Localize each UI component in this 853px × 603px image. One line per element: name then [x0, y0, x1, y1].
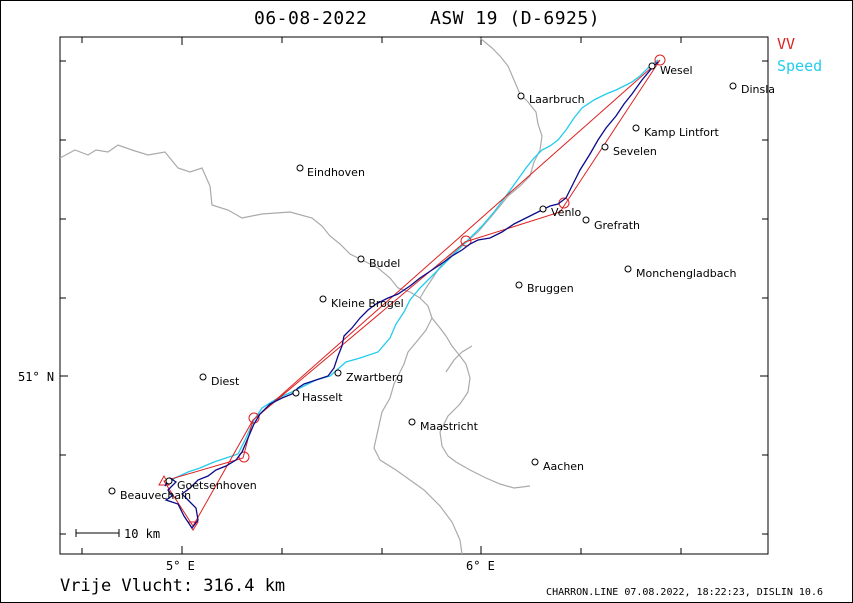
lon-tick-6e: 6° E: [466, 559, 495, 573]
credit-line: CHARRON.LINE 07.08.2022, 18:22:23, DISLI…: [546, 587, 823, 598]
place-label: Venlo: [551, 206, 581, 219]
place-label: Laarbruch: [529, 93, 585, 106]
place-label: Grefrath: [594, 219, 640, 232]
map-frame: [59, 36, 769, 555]
place-label: Hasselt: [302, 391, 343, 404]
place-label: Eindhoven: [307, 166, 365, 179]
place-label: Zwartberg: [346, 371, 403, 384]
place-label: Monchengladbach: [636, 267, 736, 280]
place-label: Kamp Lintfort: [644, 126, 720, 139]
glider-title: ASW 19 (D-6925): [430, 8, 601, 29]
place-label: Aachen: [543, 460, 584, 473]
place-label: Diest: [211, 375, 240, 388]
flight-date: 06-08-2022: [254, 8, 368, 29]
place-label: Maastricht: [420, 420, 479, 433]
turnpoint-marker: [460, 235, 472, 247]
legend-vv: VV: [777, 35, 796, 53]
scale-bar-label: 10 km: [124, 527, 160, 541]
legend-speed: Speed: [777, 57, 823, 75]
flight-track: [164, 61, 659, 530]
place-label: Bruggen: [527, 282, 574, 295]
lon-tick-5e: 5° E: [166, 559, 195, 573]
place-label: Beauvechain: [120, 489, 191, 502]
place-label: Kleine Brogel: [331, 297, 404, 310]
place-label: Budel: [369, 257, 400, 270]
free-flight-distance: Vrije Vlucht: 316.4 km: [60, 576, 286, 596]
place-label: Wesel: [660, 64, 693, 77]
place-label: Sevelen: [613, 145, 657, 158]
place-markers: [108, 62, 737, 495]
place-label: Goetsenhoven: [177, 479, 257, 492]
scale-bar: [75, 529, 120, 537]
country-borders: [59, 37, 543, 555]
lat-tick-51n: 51° N: [18, 370, 54, 384]
turnpoint-marker: [654, 54, 666, 66]
vv-route: [163, 59, 661, 527]
place-label: Dinsla: [741, 83, 775, 96]
